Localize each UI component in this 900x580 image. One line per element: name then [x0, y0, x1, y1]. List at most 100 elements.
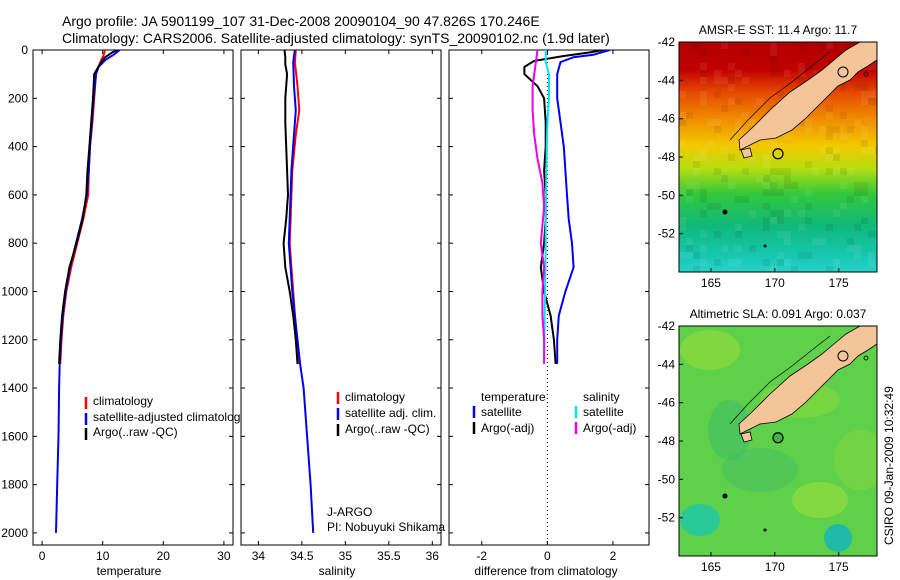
legend-label-climatology: climatology — [345, 390, 405, 404]
x-tick-label: 175 — [829, 276, 849, 290]
auckland-islands-marker — [722, 493, 728, 499]
y-tick-label: -42 — [658, 35, 676, 49]
shelf-contour — [729, 335, 831, 425]
legend-label-temp-satellite: satellite — [481, 405, 522, 419]
difference-plot-frame — [448, 49, 650, 546]
x-tick-label: -2 — [476, 549, 487, 563]
y-tick-label: 200 — [8, 91, 28, 105]
legend-label-sal-argo: Argo(-adj) — [583, 421, 636, 435]
legend-label-sal-satellite: satellite — [583, 405, 624, 419]
legend-label-climatology: climatology — [93, 394, 153, 408]
y-tick-label: 1200 — [1, 333, 28, 347]
salinity-ticks: 34 34.5 35 35.5 36 — [241, 49, 441, 563]
series-line-salinity-satellite — [543, 50, 550, 364]
pi-program-label: J-ARGO — [327, 505, 372, 519]
chatham-rise-contour — [837, 66, 849, 78]
x-tick-label: 10 — [96, 549, 110, 563]
shelf-contour — [729, 51, 831, 141]
sla-map-ticks: 165 170 175 -42 -44 -46 -48 -50 -52 — [658, 319, 849, 574]
x-tick-label: 170 — [765, 276, 785, 290]
y-tick-label: 1000 — [1, 284, 28, 298]
legend-label-temp-argo: Argo(-adj) — [481, 421, 534, 435]
stewart-island-land — [740, 431, 753, 443]
salinity-plot-frame — [240, 49, 442, 546]
profile-title: Argo profile: JA 5901199_107 31-Dec-2008… — [62, 13, 540, 29]
x-tick-label: 2 — [610, 549, 617, 563]
temperature-xlabel: temperature — [97, 564, 162, 578]
y-tick-label: 0 — [21, 43, 28, 57]
x-tick-label: 170 — [765, 560, 785, 574]
x-tick-label: 35 — [339, 549, 353, 563]
x-tick-label: 0 — [544, 549, 551, 563]
salinity-legend: climatology satellite adj. clim. Argo(..… — [336, 390, 436, 436]
y-tick-label: -46 — [658, 396, 676, 410]
sst-map-ticks: 165 170 175 -42 -44 -46 -48 -50 -52 — [658, 35, 849, 290]
south-island-land — [738, 326, 877, 435]
y-tick-label: 400 — [8, 140, 28, 154]
y-tick-label: -52 — [658, 227, 676, 241]
chatham-rise-contour — [837, 350, 849, 362]
temperature-plot-frame — [32, 49, 234, 546]
y-tick-label: -42 — [658, 319, 676, 333]
sst-map-title: AMSR-E SST: 11.4 Argo: 11.7 — [699, 23, 858, 37]
x-tick-label: 36 — [426, 549, 440, 563]
sst-map-panel: AMSR-E SST: 11.4 Argo: 11.7 165 170 175 -42… — [658, 23, 878, 290]
salinity-xlabel: salinity — [319, 564, 356, 578]
chatham-island-contour — [863, 71, 869, 77]
y-tick-label: -44 — [658, 73, 676, 87]
x-tick-label: 34 — [252, 549, 266, 563]
y-tick-label: -50 — [658, 188, 676, 202]
temperature-panel: 0 10 20 30 0 200 400 600 800 1000 1200 1400 1600 1800… — [1, 43, 246, 578]
y-tick-label: -48 — [658, 434, 676, 448]
x-tick-label: 35.5 — [377, 549, 401, 563]
difference-xlabel: difference from climatology — [474, 564, 617, 578]
y-tick-label: 800 — [8, 236, 28, 250]
y-tick-label: -48 — [658, 150, 676, 164]
x-tick-label: 165 — [701, 560, 721, 574]
x-tick-label: 34.5 — [290, 549, 314, 563]
sst-argo-position-marker — [772, 148, 784, 160]
stewart-island-land — [740, 147, 753, 159]
series-line-argo-raw-qc- — [58, 50, 118, 364]
legend-label-satellite: satellite-adjusted climatology — [93, 410, 246, 424]
series-line-argo-raw-qc- — [282, 50, 299, 364]
series-line-salinity-argo-adj- — [531, 50, 546, 364]
sla-argo-position-marker — [772, 432, 784, 444]
legend-title-salinity: salinity — [583, 390, 620, 404]
y-tick-label: -44 — [658, 357, 676, 371]
campbell-island-marker — [763, 528, 767, 532]
sla-map-panel: Altimetric SLA: 0.091 Argo: 0.037 — [658, 307, 878, 574]
y-tick-label: 1800 — [1, 478, 28, 492]
south-island-land — [738, 42, 877, 151]
difference-lines — [523, 50, 610, 364]
legend-label-satellite: satellite adj. clim. — [345, 406, 436, 420]
x-tick-label: 175 — [829, 560, 849, 574]
difference-panel: -2 0 2 difference from climatology tempera… — [448, 49, 650, 578]
y-tick-label: 1400 — [1, 381, 28, 395]
temperature-legend: climatology satellite-adjusted climatolo… — [84, 394, 246, 440]
y-tick-label: 2000 — [1, 526, 28, 540]
chatham-island-contour — [863, 355, 869, 361]
credit-timestamp: CSIRO 09-Jan-2009 10:32:49 — [882, 386, 896, 545]
pi-name-label: PI: Nobuyuki Shikama — [327, 520, 445, 534]
y-tick-label: 1600 — [1, 429, 28, 443]
auckland-islands-marker — [722, 209, 728, 215]
difference-legend: temperature salinity satellite Argo(-adj… — [472, 390, 636, 435]
salinity-panel: 34 34.5 35 35.5 36 salinity climatology sate… — [240, 49, 445, 578]
series-line-temperature-satellite — [556, 50, 610, 364]
y-tick-label: -46 — [658, 112, 676, 126]
x-tick-label: 20 — [157, 549, 171, 563]
salinity-lines — [282, 50, 315, 533]
y-tick-label: -52 — [658, 511, 676, 525]
x-tick-label: 0 — [39, 549, 46, 563]
temperature-ticks: 0 10 20 30 0 200 400 600 800 1000 1200 1400 1600 1800… — [1, 43, 233, 563]
difference-ticks: -2 0 2 — [449, 49, 649, 563]
temperature-lines — [55, 50, 121, 533]
legend-label-argo: Argo(..raw -QC) — [93, 425, 178, 439]
legend-title-temperature: temperature — [481, 390, 546, 404]
y-tick-label: 600 — [8, 188, 28, 202]
y-tick-label: -50 — [658, 472, 676, 486]
x-tick-label: 30 — [217, 549, 231, 563]
climatology-title: Climatology: CARS2006. Satellite-adjuste… — [62, 30, 610, 46]
